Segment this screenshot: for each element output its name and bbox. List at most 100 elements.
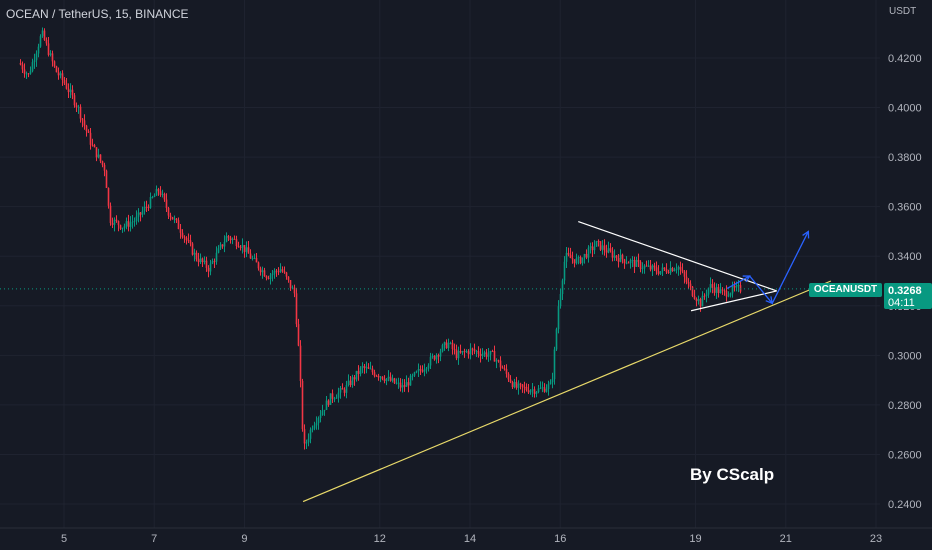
candle-body <box>633 259 636 267</box>
candle-body <box>391 378 394 381</box>
candle-body <box>547 384 550 390</box>
candle-body <box>563 261 566 281</box>
candle-body <box>145 206 148 208</box>
candle-body <box>209 263 212 272</box>
candle-body <box>595 241 598 247</box>
candle-body <box>357 370 360 374</box>
candle-body <box>655 267 658 272</box>
candle-body <box>537 388 540 393</box>
candle-body <box>695 298 698 302</box>
candle-body <box>729 293 732 296</box>
candle-body <box>199 258 202 263</box>
last-price-value: 0.3268 <box>888 285 922 297</box>
candle-body <box>405 382 408 387</box>
chart-drawings[interactable] <box>302 220 832 503</box>
candle-body <box>601 245 604 250</box>
candle-body <box>679 266 682 270</box>
candle-body <box>417 369 420 372</box>
price-tick-label: 0.2800 <box>888 400 922 412</box>
candle-body <box>549 382 552 385</box>
candle-body <box>575 258 578 264</box>
candle-body <box>569 254 572 259</box>
candle-body <box>437 355 440 357</box>
candle-body <box>207 267 210 272</box>
candle-body <box>497 360 500 362</box>
candle-body <box>265 276 268 279</box>
candle-body <box>273 270 276 274</box>
price-axis[interactable]: 0.42000.40000.38000.36000.34000.32000.30… <box>888 53 922 511</box>
candle-body <box>409 375 412 386</box>
candle-body <box>673 269 676 272</box>
candle-body <box>441 345 444 352</box>
candle-body <box>135 216 138 221</box>
candle-body <box>21 64 24 70</box>
candle-body <box>37 46 40 54</box>
candle-body <box>709 284 712 289</box>
candle-body <box>129 222 132 227</box>
time-axis[interactable]: 5 7 9 12 14 16 19 21 23 <box>61 533 882 545</box>
candle-body <box>195 252 198 260</box>
candle-body <box>419 369 422 371</box>
candle-body <box>63 80 66 84</box>
candle-body <box>685 276 688 282</box>
candle-body <box>371 368 374 373</box>
price-tick-label: 0.4200 <box>888 53 922 65</box>
candle-body <box>581 257 584 264</box>
candle-body <box>283 271 286 273</box>
candle-body <box>211 261 214 264</box>
candle-body <box>119 225 122 229</box>
candle-body <box>487 354 490 357</box>
candle-body <box>155 189 158 196</box>
candle-body <box>653 265 656 268</box>
candle-body <box>445 342 448 349</box>
candle-body <box>49 53 52 55</box>
candle-body <box>557 306 560 330</box>
candle-body <box>737 285 740 286</box>
candle-body <box>393 378 396 384</box>
candle-body <box>325 400 328 410</box>
candle-body <box>113 219 116 225</box>
candle-body <box>489 351 492 355</box>
candle-body <box>711 284 714 288</box>
watermark-text: By CScalp <box>690 465 775 484</box>
candle-body <box>603 245 606 251</box>
candle-body <box>201 258 204 263</box>
candle-body <box>233 238 236 240</box>
candle-body <box>667 272 670 273</box>
candle-body <box>477 351 480 354</box>
candle-body <box>317 418 320 424</box>
candle-body <box>203 260 206 263</box>
candle-body <box>553 349 556 380</box>
candle-body <box>631 259 634 261</box>
candle-body <box>651 265 654 270</box>
candle-body <box>727 295 730 297</box>
candle-body <box>657 271 660 274</box>
candle-body <box>101 161 104 165</box>
symbol-title[interactable]: OCEAN / TetherUS, 15, BINANCE <box>6 7 189 21</box>
candle-body <box>137 212 140 217</box>
candle-body <box>125 221 128 227</box>
candle-body <box>467 351 470 355</box>
candle-body <box>511 382 514 388</box>
candle-body <box>699 299 702 307</box>
candle-body <box>257 262 260 269</box>
candle-body <box>191 243 194 255</box>
candle-body <box>491 351 494 352</box>
trendline[interactable] <box>690 290 777 312</box>
candle-body <box>725 290 728 297</box>
candle-body <box>31 62 34 72</box>
candle-body <box>177 220 180 230</box>
candle-body <box>231 238 234 241</box>
candle-body <box>463 351 466 352</box>
projection-arrow[interactable] <box>726 231 809 305</box>
candle-body <box>269 275 272 279</box>
candle-body <box>621 254 624 260</box>
candle-body <box>247 247 250 254</box>
currency-label: USDT <box>889 6 917 17</box>
candle-body <box>185 237 188 241</box>
candle-body <box>361 366 364 368</box>
candle-body <box>485 352 488 357</box>
candle-body <box>299 345 302 381</box>
trendline[interactable] <box>302 280 832 503</box>
